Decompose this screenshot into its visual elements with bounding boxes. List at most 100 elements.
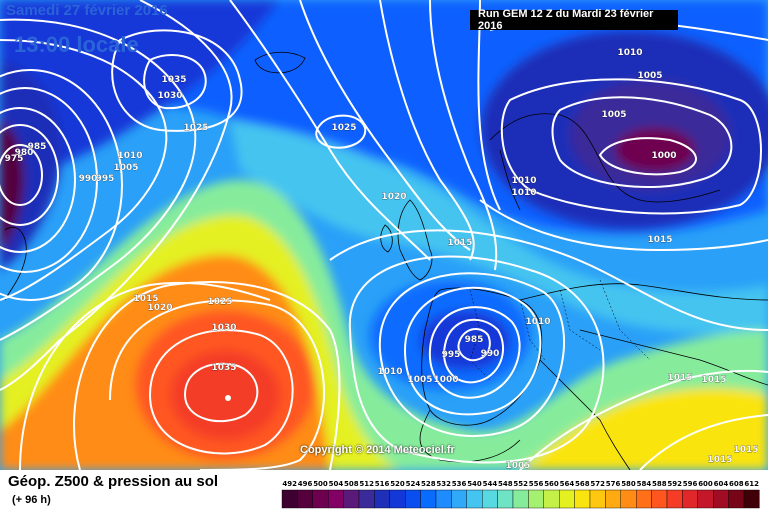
isobar-label: 1000 — [651, 151, 676, 161]
isobar-label: 1025 — [207, 297, 232, 307]
legend-color-swatch — [435, 489, 452, 509]
legend-value-label: 504 — [329, 480, 344, 488]
z500-field-se-yellow — [520, 387, 768, 470]
high-center-marker — [225, 395, 231, 401]
legend-color-swatch — [605, 489, 622, 509]
isobar-label: 1015 — [647, 235, 672, 245]
forecast-local-time: 13:00 locale — [14, 32, 139, 57]
legend-color-swatch — [543, 489, 560, 509]
legend-color-swatch — [312, 489, 329, 509]
legend-title: Géop. Z500 & pression au sol — [8, 473, 219, 490]
legend-value-label: 600 — [698, 480, 713, 488]
legend-value-label: 496 — [298, 480, 313, 488]
isobar-label: 990 — [79, 174, 98, 184]
legend-value-label: 532 — [436, 480, 451, 488]
isobar-label: 1035 — [161, 75, 186, 85]
legend-value-label: 608 — [729, 480, 744, 488]
legend-color-swatch — [420, 489, 437, 509]
legend-value-label: 516 — [375, 480, 390, 488]
z500-field-france-core — [420, 310, 510, 370]
legend-color-swatch — [466, 489, 483, 509]
legend-value-label: 500 — [313, 480, 328, 488]
legend-color-swatch — [405, 489, 421, 509]
legend-color-swatch — [512, 489, 529, 509]
isobar-label: 1015 — [447, 238, 472, 248]
legend-color-swatch — [528, 489, 545, 509]
legend-value-label: 552 — [513, 480, 528, 488]
legend-value-label: 536 — [452, 480, 467, 488]
legend-value-label: 548 — [498, 480, 513, 488]
weather-map: 1035 1030 1025 1025 1020 1015 1010 1005 995 990 98… — [0, 0, 768, 470]
z500-field-azores-core — [170, 350, 280, 440]
isobar-label: 995 — [442, 350, 461, 360]
legend-color-swatch — [682, 489, 699, 509]
legend-color-swatch — [620, 489, 637, 509]
isobar-label: 1015 — [133, 294, 158, 304]
legend-value-label: 512 — [359, 480, 374, 488]
z500-field-cyan-band — [230, 120, 768, 334]
isobar-label: 1005 — [407, 375, 432, 385]
copyright: Copyright © 2014 Meteociel.fr — [300, 444, 455, 456]
isobar-label: 995 — [96, 174, 115, 184]
isobar-label: 1015 — [707, 455, 732, 465]
legend-value-label: 576 — [606, 480, 621, 488]
legend-value-label: 556 — [529, 480, 544, 488]
legend-color-swatch — [374, 489, 390, 509]
isobar-label: 1005 — [637, 71, 662, 81]
isobar-label: 1010 — [511, 188, 536, 198]
legend-value-label: 596 — [683, 480, 698, 488]
legend-color-swatch — [651, 489, 668, 509]
model-run-info: Run GEM 12 Z du Mardi 23 février 2016 — [470, 8, 678, 32]
legend-value-label: 524 — [406, 480, 421, 488]
legend-color-swatch — [281, 489, 298, 509]
isobar-label: 1030 — [157, 91, 182, 101]
legend-color-swatch — [482, 489, 498, 509]
legend-value-label: 564 — [560, 480, 575, 488]
isobar-label: 1030 — [211, 323, 236, 333]
isobar-label: 990 — [481, 349, 500, 359]
isobar-lines — [0, 0, 768, 470]
z500-field-scandinavia-center — [615, 128, 695, 172]
isobar-label: 975 — [5, 154, 24, 164]
legend-value-label: 560 — [544, 480, 559, 488]
legend-value-label: 492 — [282, 480, 297, 488]
legend-color-swatch — [666, 489, 683, 509]
legend-value-label: 588 — [652, 480, 667, 488]
isobar-label: 1020 — [147, 303, 172, 313]
legend-value-label: 584 — [637, 480, 652, 488]
isobar-label: 1005 — [505, 461, 530, 470]
isobar-label: 1015 — [733, 445, 758, 455]
legend-value-label: 568 — [575, 480, 590, 488]
legend-value-label: 592 — [667, 480, 682, 488]
isobar-label: 1005 — [601, 110, 626, 120]
legend-value-label: 612 — [744, 480, 759, 488]
legend-color-swatch — [328, 489, 344, 509]
legend-color-swatch — [497, 489, 514, 509]
legend-color-swatch — [636, 489, 652, 509]
legend-value-label: 604 — [714, 480, 729, 488]
legend-color-swatch — [451, 489, 467, 509]
isobar-label: 1010 — [117, 151, 142, 161]
legend-value-label: 572 — [590, 480, 605, 488]
legend-value-label: 520 — [390, 480, 405, 488]
legend-color-swatch — [389, 489, 406, 509]
legend-color-swatch — [358, 489, 375, 509]
legend-value-label: 540 — [467, 480, 482, 488]
legend-color-swatch — [697, 489, 714, 509]
isobar-label: 985 — [28, 142, 47, 152]
isobar-label: 1010 — [377, 367, 402, 377]
legend-subtitle: (+ 96 h) — [12, 494, 51, 506]
isobar-label: 980 — [15, 148, 34, 158]
legend-panel: Géop. Z500 & pression au sol (+ 96 h) 49… — [0, 470, 768, 512]
isobar-label: 1005 — [113, 163, 138, 173]
legend-color-swatch — [728, 489, 745, 509]
isobar-label: 985 — [465, 335, 484, 345]
isobar-label: 1025 — [183, 123, 208, 133]
legend-value-label: 580 — [621, 480, 636, 488]
isobar-label: 1015 — [667, 373, 692, 383]
legend-color-swatch — [743, 489, 760, 509]
forecast-date: Samedi 27 février 2016 — [6, 2, 168, 19]
isobar-label: 1035 — [211, 363, 236, 373]
legend-color-swatch — [574, 489, 591, 509]
legend-color-swatch — [343, 489, 360, 509]
